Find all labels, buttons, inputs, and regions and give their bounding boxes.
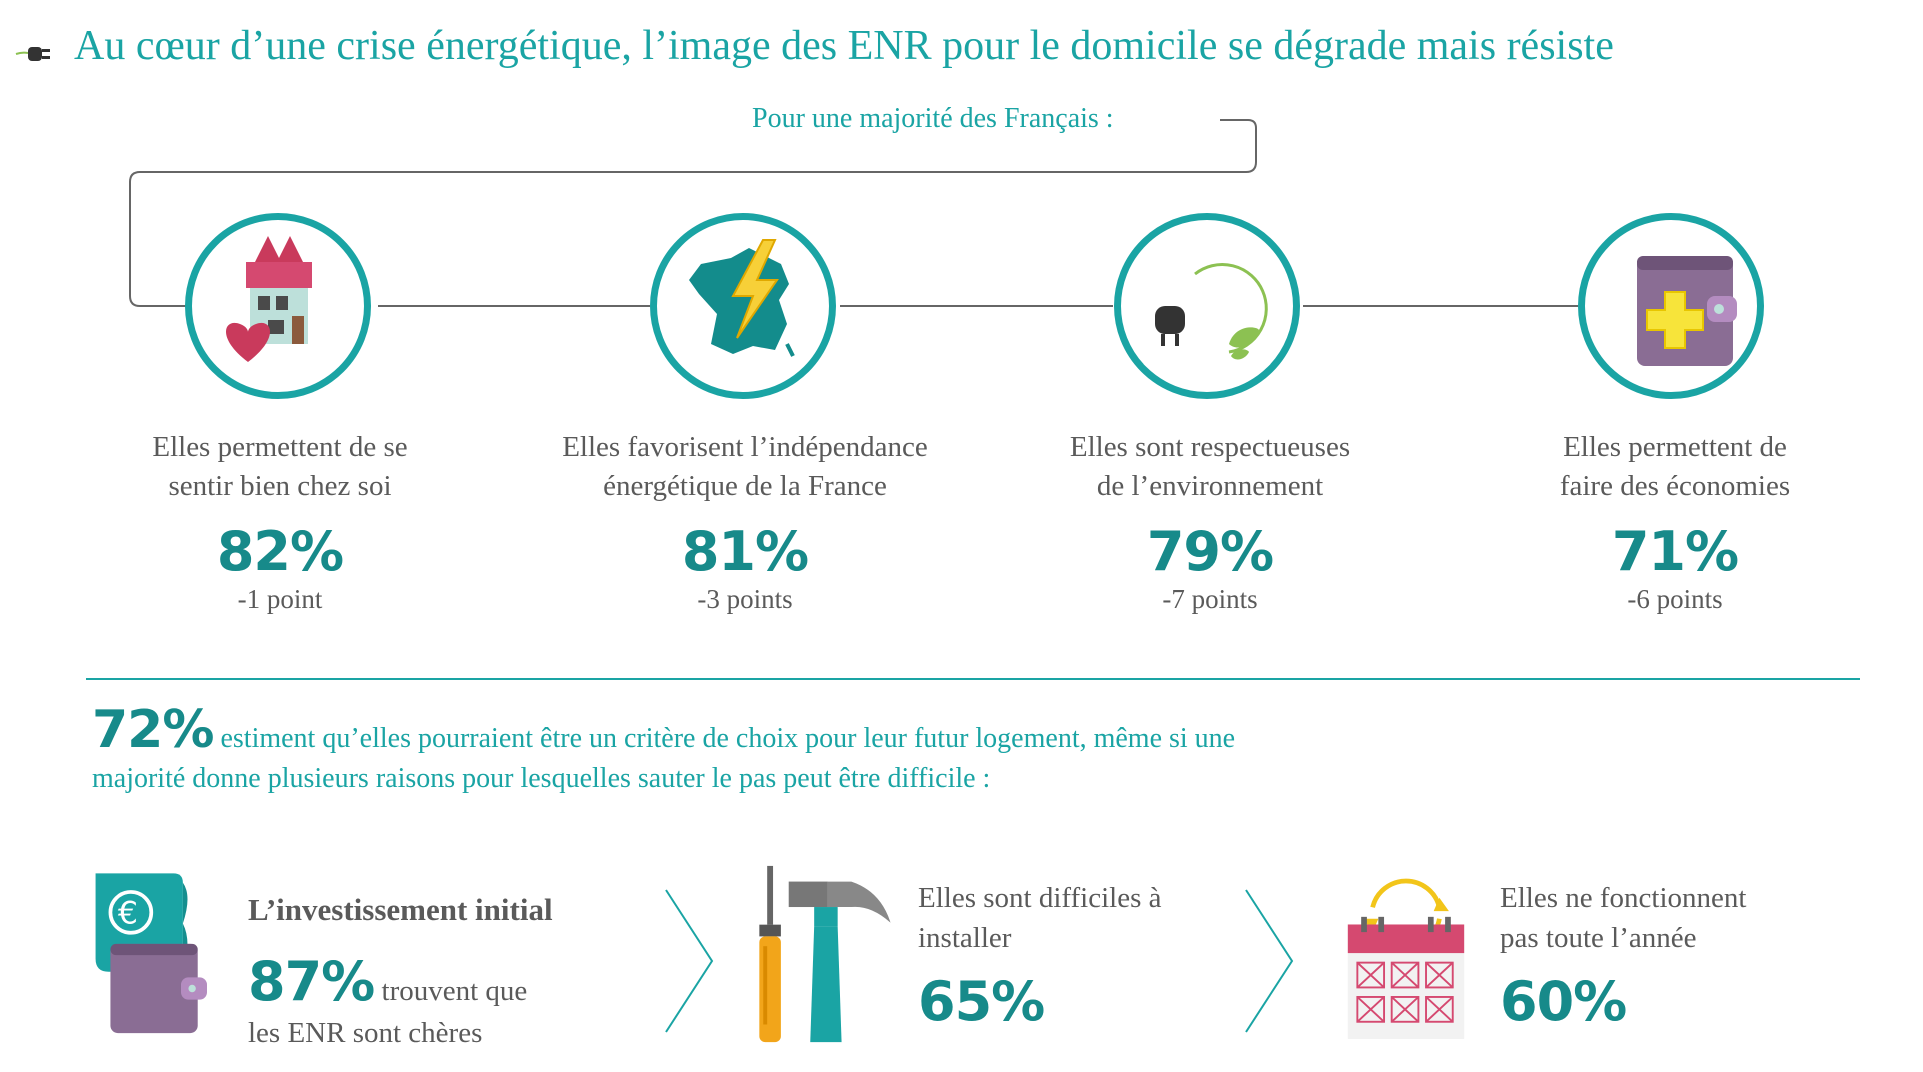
benefit-text-3: Elles sont respectueuses de l’environnem… [1069, 431, 1351, 502]
benefit-percent-4: 71% [1611, 520, 1739, 583]
benefit-text-4: Elles permettent de faire des économies [1559, 431, 1791, 502]
reason-block-1: 87% trouvent que les ENR sont chères [248, 950, 668, 1053]
france-lightning-icon [689, 239, 795, 357]
benefit-circle-2 [650, 213, 836, 399]
benefit-change-4: -6 points [1627, 584, 1723, 614]
criterion-percent: 72% [92, 700, 214, 760]
reason-percent-1: 87% [248, 950, 375, 1013]
benefit-percent-3: 79% [1146, 520, 1274, 583]
house-heart-icon [226, 236, 312, 362]
benefit-circle-4 [1578, 213, 1764, 399]
tools-icon [759, 865, 891, 1043]
benefit-text-2: Elles favorisent l’indépendance énergéti… [562, 431, 928, 502]
benefit-text-1: Elles permettent de se sentir bien chez … [152, 431, 408, 502]
criterion-text-2: majorité donne plusieurs raisons pour le… [92, 763, 991, 794]
chevron-right-icon [1245, 889, 1294, 1033]
svg-text:€: € [118, 896, 138, 932]
reason-text-1a: trouvent que [374, 975, 528, 1007]
calendar-cycle-icon [1347, 878, 1465, 1039]
page-subtitle: Pour une majorité des Français : [752, 103, 1114, 134]
benefit-percent-1: 82% [216, 520, 344, 583]
page-title: Au cœur d’une crise énergétique, l’image… [74, 23, 1614, 69]
criterion-paragraph: 72% estiment qu’elles pourraient être un… [92, 704, 1592, 799]
benefit-change-3: -7 points [1162, 584, 1258, 614]
benefit-change-2: -3 points [697, 584, 793, 614]
criterion-text-1: estiment qu’elles pourraient être un cri… [213, 723, 1236, 754]
plug-icon [15, 47, 50, 61]
reason-text-1b: les ENR sont chères [248, 1017, 483, 1049]
section-divider [86, 678, 1860, 680]
reason-text-3: Elles ne fonctionnent pas toute l’année [1500, 882, 1747, 954]
reason-percent-2: 65% [918, 970, 1045, 1033]
benefit-circle-1 [185, 213, 371, 399]
chevron-right-icon [665, 889, 714, 1033]
benefit-change-1: -1 point [237, 584, 323, 614]
plug-leaf-icon [1155, 263, 1268, 360]
reason-percent-3: 60% [1500, 970, 1627, 1033]
benefit-circle-3 [1114, 213, 1300, 399]
benefit-percent-2: 81% [681, 520, 809, 583]
wallet-plus-icon [1637, 256, 1737, 366]
reason-text-2: Elles sont difficiles à installer [918, 882, 1162, 954]
reason-title-1: L’investissement initial [248, 892, 553, 927]
euro-wallet-icon: € [95, 873, 207, 1034]
